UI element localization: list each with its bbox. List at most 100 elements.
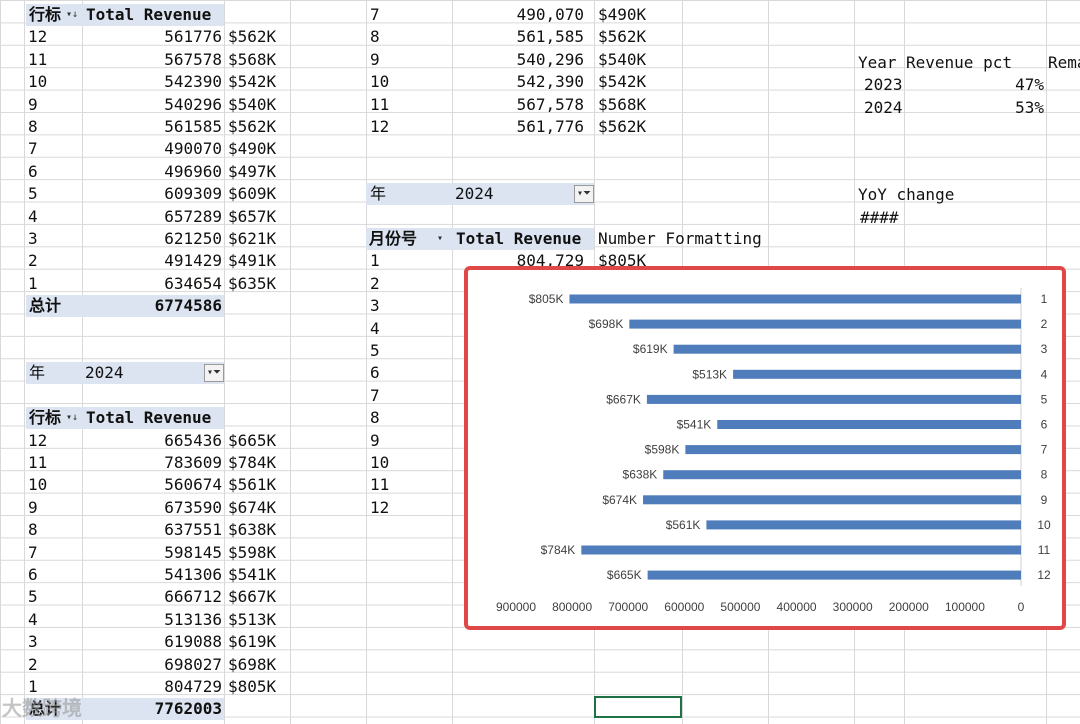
pivot-2023-value-header: Total Revenue <box>82 4 224 26</box>
pivot-2023-formatted: $491K <box>228 251 277 270</box>
pivot-2023-value: 496960 <box>164 162 222 181</box>
middle-pivot-month: 4 <box>370 319 380 338</box>
sort-filter-button[interactable]: ▾↓ <box>62 409 82 427</box>
middle-month: 7 <box>370 5 380 24</box>
pivot-2024-formatted: $513K <box>228 610 277 629</box>
bar-month-5[interactable] <box>646 394 1021 404</box>
data-label: $805K <box>529 292 564 306</box>
bar-month-4[interactable] <box>733 369 1021 379</box>
revenue-pct-cell: 53% <box>1015 98 1044 117</box>
middle-pivot-value-header: Total Revenue <box>452 228 594 250</box>
data-label: $698K <box>589 317 624 331</box>
category-tick-label: 3 <box>1041 342 1048 356</box>
middle-pivot-month: 6 <box>370 363 380 382</box>
value-tick-label: 800000 <box>552 600 592 614</box>
data-label: $674K <box>602 493 637 507</box>
pivot-2024-formatted: $638K <box>228 520 277 539</box>
chart-svg: $805K 1 $698K 2 $619K 3 $513K 4 $667K 5 $541K 6 $598… <box>496 288 1051 614</box>
filter-funnel-icon[interactable]: ▾⏷ <box>574 185 594 203</box>
pivot-2023-month: 6 <box>28 162 38 181</box>
pivot-2023-month: 3 <box>28 229 38 248</box>
pivot-2024-month: 4 <box>28 610 38 629</box>
middle-pivot-month: 1 <box>370 251 380 270</box>
data-label: $784K <box>541 543 576 557</box>
middle-value: 561,585 <box>516 27 584 46</box>
column-gridline <box>224 0 225 724</box>
pivot-2023-value: 540296 <box>164 95 222 114</box>
filter-funnel-icon[interactable]: ▾⏷ <box>204 364 224 382</box>
middle-value: 490,070 <box>516 5 584 24</box>
pivot-2023-formatted: $497K <box>228 162 277 181</box>
number-formatting-header: Number Formatting <box>598 229 762 248</box>
middle-pivot-month: 10 <box>370 453 390 472</box>
pivot-2023-formatted: $568K <box>228 50 277 69</box>
bar-month-8[interactable] <box>663 470 1021 480</box>
value-tick-label: 500000 <box>720 600 760 614</box>
pivot-2024-value-header: Total Revenue <box>82 407 224 429</box>
data-label: $665K <box>607 568 642 582</box>
bar-month-7[interactable] <box>685 445 1021 455</box>
middle-pivot-month: 9 <box>370 431 380 450</box>
pivot-2023-formatted: $540K <box>228 95 277 114</box>
year-cell: 2024 <box>864 98 903 117</box>
column-gridline <box>24 0 25 724</box>
pivot-2023-month: 10 <box>28 72 48 91</box>
pivot-2024-value: 541306 <box>164 565 222 584</box>
pivot-2023-month: 5 <box>28 184 38 203</box>
data-label: $667K <box>606 392 641 406</box>
year-filter-label: 年 <box>366 183 452 205</box>
middle-pivot-month: 11 <box>370 475 390 494</box>
bar-month-11[interactable] <box>581 545 1021 555</box>
filter-dropdown-button[interactable]: ▾ <box>430 230 450 248</box>
pivot-2024-value: 560674 <box>164 475 222 494</box>
bar-month-6[interactable] <box>717 420 1021 429</box>
pivot-2023-total-label: 总计 <box>26 295 85 317</box>
pivot-2023-value: 542390 <box>164 72 222 91</box>
middle-formatted: $490K <box>598 5 647 24</box>
pivot-2024-month: 1 <box>28 677 38 696</box>
pivot-2024-total-label: 总计 <box>26 698 85 720</box>
sort-filter-button[interactable]: ▾↓ <box>62 6 82 24</box>
middle-formatted: $540K <box>598 50 647 69</box>
pivot-2023-value: 561585 <box>164 117 222 136</box>
middle-formatted: $568K <box>598 95 647 114</box>
bar-month-2[interactable] <box>629 319 1021 329</box>
pivot-2024-month: 10 <box>28 475 48 494</box>
pivot-2024-month: 2 <box>28 655 38 674</box>
category-tick-label: 5 <box>1041 392 1048 406</box>
pivot-2023-formatted: $562K <box>228 117 277 136</box>
data-label: $619K <box>633 342 668 356</box>
pivot-2023-value: 657289 <box>164 207 222 226</box>
middle-pivot-month: 7 <box>370 386 380 405</box>
middle-formatted: $562K <box>598 117 647 136</box>
pivot-2023-formatted: $621K <box>228 229 277 248</box>
pivot-2024-value: 804729 <box>164 677 222 696</box>
pivot-2023-month: 12 <box>28 27 48 46</box>
bar-month-1[interactable] <box>569 294 1021 304</box>
category-tick-label: 9 <box>1041 493 1048 507</box>
bar-month-9[interactable] <box>643 495 1021 505</box>
pivot-2024-month: 3 <box>28 632 38 651</box>
bar-month-12[interactable] <box>647 570 1021 580</box>
value-tick-label: 0 <box>1018 600 1025 614</box>
pivot-2024-value: 598145 <box>164 543 222 562</box>
active-cell-selection[interactable] <box>594 696 682 718</box>
pivot-2024-value: 673590 <box>164 498 222 517</box>
pivot-2023-formatted: $562K <box>228 27 277 46</box>
pivot-2023-month: 2 <box>28 251 38 270</box>
bar-month-3[interactable] <box>673 344 1021 354</box>
bar-month-10[interactable] <box>706 520 1021 530</box>
pivot-2023-month: 9 <box>28 95 38 114</box>
column-gridline <box>366 0 367 724</box>
column-gridline <box>290 0 291 724</box>
middle-value: 561,776 <box>516 117 584 136</box>
revenue-bar-chart[interactable]: $805K 1 $698K 2 $619K 3 $513K 4 $667K 5 $541K 6 $598… <box>464 266 1066 630</box>
pivot-2024-value: 637551 <box>164 520 222 539</box>
year-header: Year <box>858 53 897 72</box>
value-tick-label: 400000 <box>777 600 817 614</box>
data-label: $513K <box>692 367 727 381</box>
middle-month: 11 <box>370 95 390 114</box>
data-label: $638K <box>623 468 658 482</box>
pivot-2023-formatted: $609K <box>228 184 277 203</box>
value-tick-label: 900000 <box>496 600 536 614</box>
